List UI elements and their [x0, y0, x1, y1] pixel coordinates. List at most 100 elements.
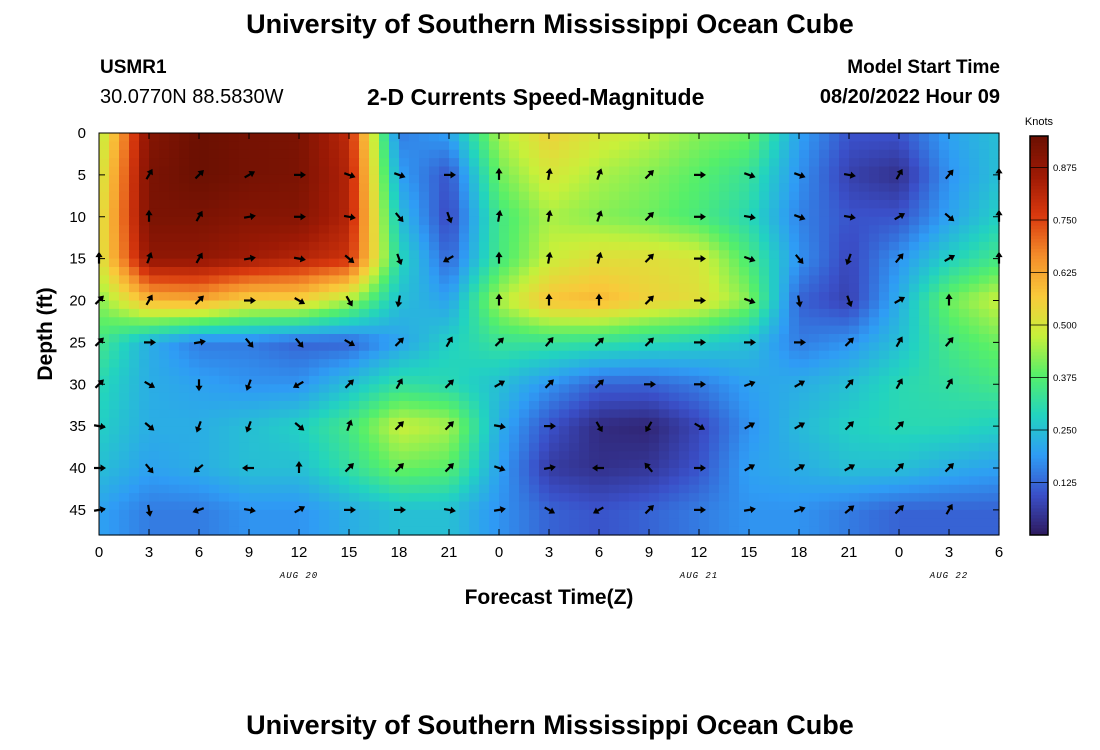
heatmap-cell — [119, 241, 130, 251]
heatmap-cell — [419, 225, 430, 235]
heatmap-cell — [199, 468, 210, 477]
heatmap-cell — [379, 200, 390, 209]
heatmap-cell — [799, 375, 810, 385]
heatmap-cell — [549, 158, 560, 168]
heatmap-cell — [969, 325, 980, 335]
heatmap-cell — [399, 300, 410, 310]
heatmap-cell — [439, 509, 450, 519]
heatmap-cell — [539, 149, 550, 159]
heatmap-cell — [269, 359, 280, 369]
heatmap-cell — [629, 158, 640, 168]
heatmap-cell — [809, 275, 820, 285]
heatmap-cell — [319, 526, 330, 536]
heatmap-cell — [639, 325, 650, 335]
heatmap-cell — [919, 417, 930, 427]
heatmap-cell — [259, 350, 270, 360]
heatmap-cell — [289, 375, 300, 385]
heatmap-cell — [279, 409, 290, 419]
current-arrow — [344, 379, 354, 389]
heatmap-cell — [149, 518, 160, 528]
heatmap-cell — [279, 434, 290, 444]
heatmap-cell — [479, 518, 490, 528]
heatmap-cell — [509, 308, 520, 318]
heatmap-cell — [249, 208, 260, 218]
heatmap-cell — [209, 501, 220, 511]
heatmap-cell — [499, 183, 510, 193]
heatmap-cell — [969, 158, 980, 168]
heatmap-cell — [799, 484, 810, 494]
heatmap-cell — [359, 141, 370, 151]
heatmap-cell — [289, 468, 300, 477]
heatmap-cell — [359, 250, 370, 260]
heatmap-cell — [979, 350, 990, 360]
heatmap-cell — [369, 141, 380, 151]
heatmap-cell — [819, 241, 830, 251]
x-tick-label: 12 — [291, 544, 308, 561]
heatmap-cell — [929, 392, 940, 402]
heatmap-cell — [359, 241, 370, 251]
heatmap-cell — [969, 258, 980, 268]
heatmap-cell — [869, 258, 880, 268]
heatmap-cell — [209, 384, 220, 394]
heatmap-cell — [429, 476, 440, 486]
heatmap-cell — [139, 250, 150, 260]
heatmap-cell — [519, 501, 530, 511]
heatmap-cell — [889, 518, 900, 528]
heatmap-cell — [299, 158, 310, 168]
heatmap-cell — [419, 133, 430, 142]
heatmap-cell — [379, 267, 390, 276]
heatmap-cell — [839, 484, 850, 494]
heatmap-cell — [899, 384, 910, 394]
heatmap-cell — [859, 250, 870, 260]
heatmap-cell — [729, 283, 740, 293]
heatmap-cell — [99, 216, 110, 226]
heatmap-cell — [419, 308, 430, 318]
heatmap-cell — [359, 350, 370, 360]
current-arrow — [743, 380, 756, 388]
heatmap-cell — [289, 342, 300, 352]
heatmap-cell — [739, 141, 750, 151]
heatmap-cell — [399, 442, 410, 452]
heatmap-cell — [919, 442, 930, 452]
heatmap-cell — [519, 451, 530, 461]
heatmap-cell — [549, 375, 560, 385]
heatmap-cell — [379, 359, 390, 369]
heatmap-cell — [449, 459, 460, 469]
heatmap-cell — [329, 384, 340, 394]
heatmap-cell — [359, 275, 370, 285]
heatmap-cell — [659, 401, 670, 410]
heatmap-cell — [189, 384, 200, 394]
current-arrow — [346, 419, 353, 432]
heatmap-cell — [799, 174, 810, 184]
heatmap-cell — [629, 283, 640, 293]
heatmap-cell — [99, 342, 110, 352]
heatmap-cell — [719, 300, 730, 310]
heatmap-cell — [839, 208, 850, 218]
heatmap-cell — [479, 509, 490, 519]
colorbar-band — [1030, 328, 1048, 333]
heatmap-cell — [939, 359, 950, 369]
heatmap-cell — [519, 493, 530, 503]
heatmap-cell — [609, 174, 620, 184]
heatmap-cell — [409, 451, 420, 461]
heatmap-cell — [919, 158, 930, 168]
current-arrow — [393, 172, 406, 179]
heatmap-cell — [939, 384, 950, 394]
heatmap-cell — [439, 166, 450, 176]
heatmap-cell — [179, 359, 190, 369]
heatmap-cell — [239, 174, 250, 184]
heatmap-cell — [749, 509, 760, 519]
current-arrow — [145, 209, 153, 222]
heatmap-cell — [339, 233, 350, 243]
heatmap-cell — [959, 501, 970, 511]
heatmap-cell — [579, 292, 590, 302]
heatmap-cell — [829, 401, 840, 410]
heatmap-cell — [719, 434, 730, 444]
heatmap-cell — [929, 283, 940, 293]
heatmap-cell — [839, 283, 850, 293]
heatmap-cell — [249, 149, 260, 159]
heatmap-cell — [499, 292, 510, 302]
heatmap-cell — [789, 208, 800, 218]
heatmap-cell — [609, 308, 620, 318]
heatmap-cell — [939, 317, 950, 327]
